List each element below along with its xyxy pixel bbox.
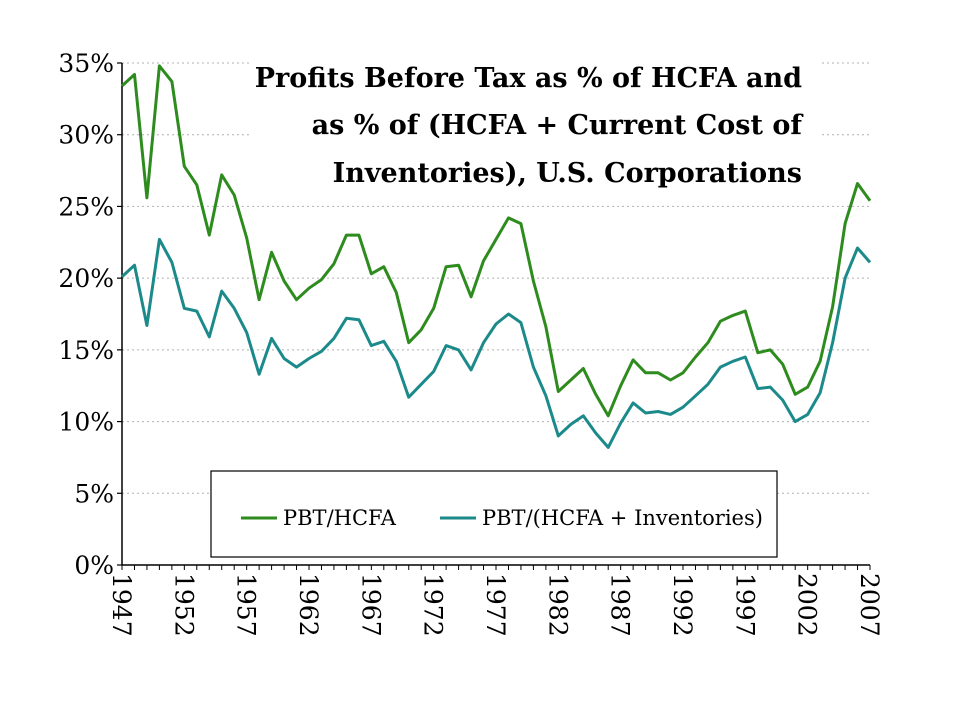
legend: PBT/HCFA PBT/(HCFA + Inventories) <box>210 470 778 558</box>
x-tick-label: 1992 <box>668 573 697 637</box>
x-tick-label: 2002 <box>793 573 822 637</box>
series-line-1 <box>120 237 872 449</box>
title-line-1: Profits Before Tax as % of HCFA and <box>255 63 802 94</box>
legend-label-pbt-hcfa: PBT/HCFA <box>283 506 397 530</box>
x-tick-label: 1957 <box>232 573 261 637</box>
y-tick-label: 5% <box>74 479 114 508</box>
chart-title: Profits Before Tax as % of HCFA and as %… <box>250 50 820 200</box>
x-tick-label: 1977 <box>481 573 510 637</box>
x-tick-label: 1997 <box>730 573 759 637</box>
x-tick-label: 2007 <box>855 573 884 637</box>
title-line-2: as % of (HCFA + Current Cost of <box>312 110 805 141</box>
x-tick-labels: 1947 1952 1957 1962 1967 1972 1977 1982 1987 1992… <box>107 565 884 637</box>
x-tick-label: 1967 <box>356 573 385 637</box>
x-tick-label: 1962 <box>294 573 323 637</box>
x-tick-label: 1952 <box>169 573 198 637</box>
y-tick-label: 30% <box>58 121 114 150</box>
y-tick-label: 0% <box>74 551 114 580</box>
legend-box <box>210 470 778 558</box>
x-tick-label: 1972 <box>419 573 448 637</box>
title-background <box>250 50 820 200</box>
series-line-0 <box>120 64 872 418</box>
y-tick-labels: 0% 5% 10% 15% 20% 25% 30% 35% <box>58 49 122 580</box>
y-tick-label: 15% <box>58 336 114 365</box>
legend-label-pbt-hcfa-inventories: PBT/(HCFA + Inventories) <box>482 506 763 530</box>
series-lines <box>120 64 872 449</box>
y-tick-label: 10% <box>58 408 114 437</box>
title-line-3: Inventories), U.S. Corporations <box>333 158 802 189</box>
y-tick-label: 25% <box>58 192 114 221</box>
x-tick-label: 1947 <box>107 573 136 637</box>
x-tick-label: 1987 <box>606 573 635 637</box>
x-tick-label: 1982 <box>543 573 572 637</box>
y-tick-label: 20% <box>58 264 114 293</box>
y-tick-label: 35% <box>58 49 114 78</box>
